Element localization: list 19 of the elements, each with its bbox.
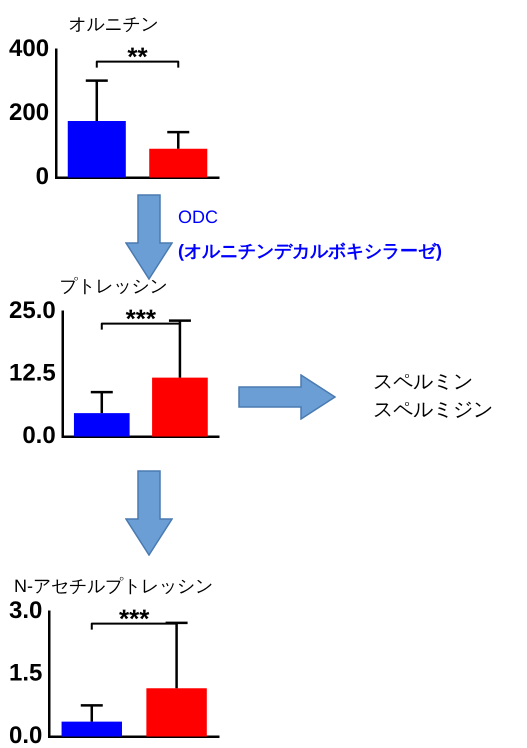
chart-title: オルニチン bbox=[68, 14, 158, 34]
y-tick-label: 25.0 bbox=[8, 297, 56, 324]
y-tick-label: 400 bbox=[8, 35, 50, 62]
y-tick-label: 200 bbox=[8, 99, 50, 126]
y-tick-label: 1.5 bbox=[8, 660, 42, 687]
annotation: ** bbox=[127, 42, 149, 72]
chart-title: N-アセチルプトレッシン bbox=[14, 576, 213, 596]
chart-title: プトレッシン bbox=[60, 276, 168, 296]
text: スペルミン bbox=[373, 370, 474, 395]
y-tick-label: 0.0 bbox=[8, 722, 42, 748]
text: ODC bbox=[178, 206, 219, 229]
text: (オルニチンデカルボキシラーゼ) bbox=[178, 240, 442, 263]
text: スペルミジン bbox=[373, 398, 493, 423]
y-tick-label: 3.0 bbox=[8, 597, 42, 624]
y-tick-label: 0.0 bbox=[22, 422, 56, 450]
y-tick-label: 0 bbox=[36, 163, 50, 190]
annotation: *** bbox=[119, 604, 150, 634]
y-tick-label: 12.5 bbox=[8, 360, 56, 387]
annotation: *** bbox=[126, 304, 157, 334]
